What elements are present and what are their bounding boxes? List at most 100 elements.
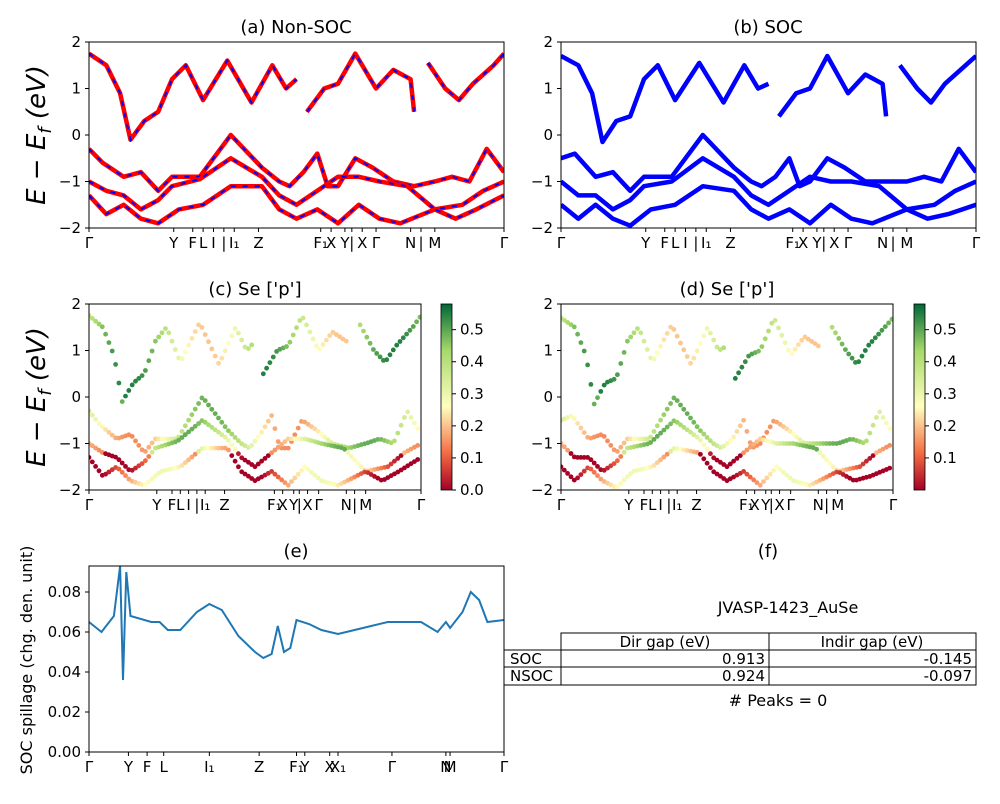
projection-point — [222, 434, 228, 440]
table-cell-dir: 0.924 — [722, 667, 765, 685]
projection-point — [860, 461, 866, 467]
y-tick-label: 0.04 — [48, 663, 81, 681]
projection-point — [216, 415, 221, 421]
x-tick-label: | — [693, 234, 698, 252]
projection-point — [628, 471, 634, 476]
projection-point — [307, 329, 313, 335]
projection-point — [398, 453, 404, 458]
x-tick-label: L — [176, 496, 185, 514]
projection-point — [232, 435, 238, 440]
projection-point — [792, 346, 798, 352]
panel-e-frame — [88, 565, 505, 753]
projection-point — [260, 371, 266, 377]
projection-point — [727, 461, 733, 467]
projection-point — [364, 334, 370, 340]
y-tick-label: 1 — [71, 342, 81, 360]
x-tick-label: Y — [760, 496, 771, 514]
projection-point — [708, 438, 713, 444]
projection-point — [830, 441, 836, 446]
projection-point — [747, 444, 753, 450]
projection-point — [867, 430, 873, 436]
band-line-soc — [561, 54, 770, 145]
projection-point — [568, 474, 574, 480]
projection-point — [578, 472, 584, 477]
projection-point — [598, 389, 604, 394]
projection-point — [327, 333, 333, 338]
projection-point — [404, 331, 409, 337]
projection-point — [694, 348, 700, 354]
y-tick-label: −2 — [531, 481, 553, 499]
projection-point — [232, 458, 238, 464]
projection-point — [119, 469, 125, 475]
projection-point — [887, 426, 893, 431]
projection-point — [691, 432, 697, 438]
projection-point — [681, 347, 687, 353]
x-tick-label: M — [831, 496, 844, 514]
x-tick-label: Γ — [889, 496, 898, 514]
projection-point — [595, 473, 600, 479]
projection-point — [605, 438, 610, 444]
projection-point — [876, 331, 881, 337]
projection-point — [565, 320, 570, 325]
panel-b-title: (b) SOC — [733, 17, 802, 38]
projection-point — [209, 424, 215, 430]
x-tick-label: L — [671, 234, 680, 252]
projection-point — [206, 339, 211, 345]
projection-point — [206, 445, 211, 451]
projection-point — [232, 326, 238, 331]
projection-point — [309, 469, 314, 475]
panel-d: (d) Se ['p'] 210−1−2Γ Y F L I | I₁ Z F₁X Y| X Γ N | M Γ… — [531, 279, 957, 514]
colorbar-tick-label: 0.5 — [933, 321, 957, 339]
x-tick-label: L — [648, 496, 657, 514]
projection-point — [578, 340, 584, 345]
projection-point — [265, 453, 271, 458]
projection-point — [146, 479, 152, 484]
projection-point — [202, 419, 208, 425]
projection-point — [565, 447, 570, 453]
projection-point — [300, 315, 306, 321]
projection-point — [691, 355, 697, 361]
projection-point — [741, 469, 746, 474]
projection-point — [295, 471, 301, 477]
x-tick-label: Γ — [85, 758, 94, 776]
x-tick-label: N — [341, 496, 352, 514]
projection-point — [265, 418, 271, 424]
projection-point — [249, 342, 255, 348]
projection-point — [371, 347, 376, 352]
projection-point — [186, 457, 192, 463]
projection-point — [751, 442, 756, 447]
projection-point — [651, 429, 657, 434]
x-tick-label: I₁ — [200, 496, 210, 514]
projection-point — [588, 457, 594, 463]
projection-point — [163, 436, 168, 442]
band-line-soc — [561, 132, 976, 194]
projection-point — [741, 450, 746, 456]
projection-point — [196, 449, 202, 454]
projection-point — [727, 438, 733, 444]
x-tick-label: | — [821, 234, 826, 252]
projection-point — [661, 412, 667, 418]
x-tick-label: | — [418, 234, 423, 252]
projection-point — [259, 458, 264, 464]
projection-point — [333, 332, 339, 337]
projection-point — [189, 454, 195, 460]
panel-f: (f) JVASP-1423_AuSe Dir gap (eV) Indir g… — [503, 541, 977, 710]
projection-point — [827, 460, 833, 466]
projection-point — [766, 328, 771, 334]
projection-point — [797, 437, 803, 443]
projection-point — [588, 382, 594, 387]
projection-point — [777, 467, 783, 472]
x-tick-label: | — [221, 234, 226, 252]
projection-point — [654, 350, 660, 355]
panel-b-frame — [560, 41, 977, 229]
projection-point — [417, 314, 421, 320]
projection-point — [219, 419, 225, 425]
projection-point — [879, 327, 885, 333]
x-tick-label: I — [186, 496, 190, 514]
y-tick-label: 2 — [71, 295, 81, 313]
table-header-indir: Indir gap (eV) — [821, 633, 924, 651]
projection-point — [119, 399, 125, 404]
x-tick-label: Γ — [972, 234, 981, 252]
projection-point — [736, 370, 741, 376]
projection-point — [684, 354, 690, 359]
